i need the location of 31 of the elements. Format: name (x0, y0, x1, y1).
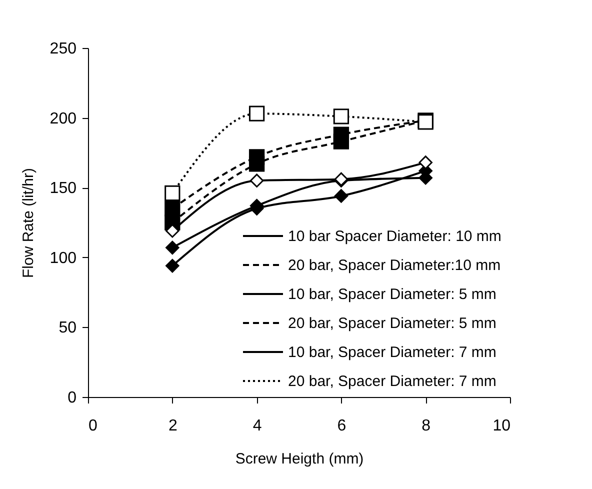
y-tick-label: 250 (50, 40, 77, 58)
point (166, 240, 180, 254)
legend-label: 20 bar, Spacer Diameter: 5 mm (288, 315, 496, 332)
point (248, 156, 265, 172)
y-axis-title: Flow Rate (lit/hr) (20, 168, 37, 278)
point (164, 185, 180, 202)
legend-label: 10 bar, Spacer Diameter: 5 mm (288, 286, 496, 303)
x-tick-label: 0 (88, 418, 98, 434)
x-tick-label: 6 (337, 418, 346, 434)
x-axis-title: Screw Heigth (mm) (235, 450, 364, 468)
point (334, 189, 348, 203)
point (333, 134, 350, 150)
point (333, 108, 350, 124)
point (166, 258, 180, 273)
legend-label: 20 bar, Spacer Diameter: 7 mm (288, 373, 496, 390)
x-tick-label: 2 (168, 418, 178, 434)
y-tick-label: 0 (68, 390, 77, 406)
y-tick-label: 150 (50, 180, 77, 198)
legend-label: 20 bar, Spacer Diameter:10 mm (288, 257, 501, 274)
point (248, 106, 265, 122)
x-tick-label: 10 (492, 418, 511, 434)
point (250, 174, 264, 188)
x-tick-label: 4 (252, 418, 262, 434)
legend-label: 10 bar Spacer Diameter: 10 mm (288, 228, 502, 245)
y-tick-label: 100 (50, 250, 77, 267)
legend-label: 10 bar, Spacer Diameter: 7 mm (288, 344, 496, 361)
x-tick-label: 8 (422, 418, 431, 434)
y-tick-label: 50 (58, 320, 77, 337)
point (166, 224, 180, 238)
point (418, 156, 432, 170)
y-tick-label: 200 (50, 110, 77, 128)
